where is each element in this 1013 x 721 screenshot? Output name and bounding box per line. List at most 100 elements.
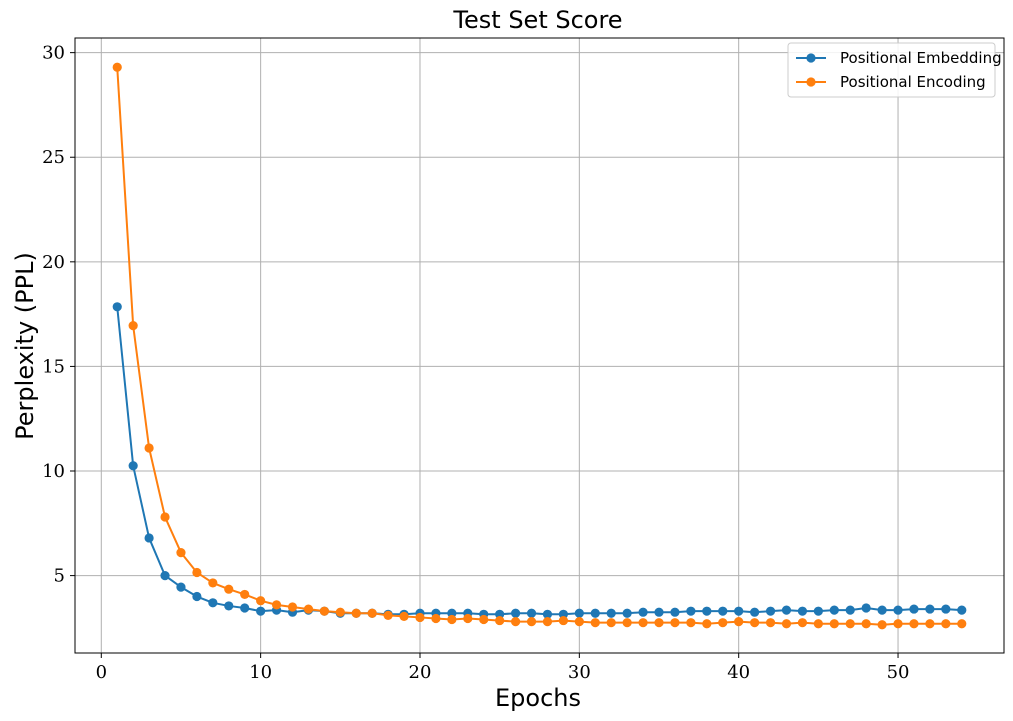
data-point (877, 605, 887, 615)
data-point (335, 607, 345, 617)
data-point (718, 606, 728, 616)
data-point (590, 608, 600, 618)
data-point (718, 618, 728, 628)
data-point (638, 607, 648, 617)
data-point (622, 608, 632, 618)
data-point (526, 608, 537, 618)
data-point (590, 618, 600, 628)
x-axis-label: Epochs (495, 684, 581, 712)
legend-items: Positional Embedding Positional Encoding (796, 49, 1002, 91)
data-point (925, 619, 935, 629)
data-point (256, 596, 266, 606)
data-point (925, 604, 935, 614)
data-point (574, 608, 584, 618)
data-point (781, 619, 792, 629)
data-point (845, 605, 855, 615)
series-2 (112, 62, 967, 630)
data-point (622, 618, 632, 628)
data-point (208, 598, 218, 608)
data-point (240, 603, 250, 613)
data-point (734, 606, 744, 616)
data-point (638, 618, 648, 628)
data-point (399, 611, 409, 621)
data-point (909, 604, 919, 614)
x-tick-label: 20 (409, 662, 432, 683)
data-point (941, 604, 951, 614)
data-point (813, 606, 823, 616)
series-line (116, 306, 962, 616)
data-point (765, 606, 776, 616)
data-point (957, 619, 967, 629)
data-point (112, 302, 122, 312)
data-point (144, 443, 154, 453)
data-point (686, 618, 696, 628)
data-point (797, 606, 808, 616)
series-layer (112, 62, 967, 630)
data-point (128, 461, 138, 471)
data-point (670, 607, 680, 617)
data-point (606, 618, 616, 628)
legend-box (787, 42, 996, 98)
data-point (351, 608, 361, 618)
data-point (861, 619, 871, 629)
data-point (957, 605, 967, 615)
legend: Positional Embedding Positional Encoding (787, 42, 1002, 98)
data-point (224, 601, 234, 611)
x-tick-label: 10 (249, 662, 272, 683)
data-point (303, 604, 314, 614)
axis-ticks: 0 10 20 30 40 50 5 10 15 20 25 30 (42, 43, 909, 683)
data-point (192, 567, 202, 578)
data-point (702, 619, 712, 629)
x-tick-label: 50 (887, 662, 910, 683)
data-point (574, 617, 584, 627)
y-tick-label: 20 (42, 252, 65, 273)
data-point (893, 619, 903, 629)
data-point (829, 619, 839, 629)
data-point (510, 608, 521, 618)
data-point (160, 512, 170, 522)
plot-area-frame (74, 37, 1005, 654)
legend-marker (806, 53, 816, 63)
data-point (941, 619, 951, 629)
data-point (829, 605, 839, 615)
data-point (431, 613, 441, 624)
data-point (256, 606, 266, 616)
series-line (116, 67, 962, 626)
data-point (654, 607, 664, 617)
data-point (542, 609, 553, 619)
data-point (558, 615, 569, 626)
data-point (686, 606, 696, 616)
data-point (734, 617, 744, 627)
data-point (765, 618, 776, 628)
data-point (670, 618, 680, 628)
x-tick-label: 30 (568, 662, 591, 683)
data-point (781, 605, 792, 615)
series-1 (112, 302, 967, 619)
data-point (112, 62, 122, 72)
y-axis-label: Perplexity (PPL) (11, 252, 39, 440)
x-tick-label: 0 (96, 662, 107, 683)
data-point (495, 615, 505, 626)
data-point (893, 605, 903, 615)
data-point (750, 607, 760, 617)
data-point (271, 600, 282, 610)
data-point (861, 603, 871, 613)
data-point (702, 606, 712, 616)
data-point (383, 610, 393, 620)
data-point (813, 619, 823, 629)
data-point (526, 617, 537, 627)
data-point (877, 620, 887, 630)
data-point (160, 571, 170, 581)
data-point (654, 618, 664, 628)
data-point (415, 612, 425, 623)
data-point (287, 602, 298, 612)
data-point (367, 608, 377, 618)
data-point (510, 617, 521, 627)
data-point (128, 321, 138, 331)
data-point (479, 614, 489, 625)
chart-title: Test Set Score (452, 6, 622, 34)
y-tick-label: 25 (42, 147, 65, 168)
data-point (176, 547, 186, 558)
data-point (542, 617, 553, 627)
